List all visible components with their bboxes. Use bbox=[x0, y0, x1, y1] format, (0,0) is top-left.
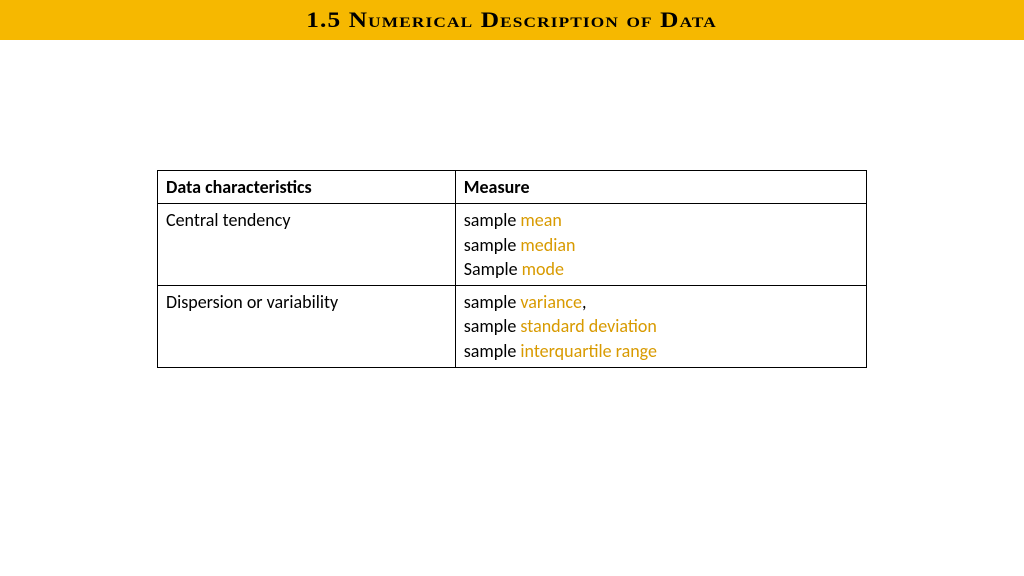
measure-line: sample standard deviation bbox=[464, 314, 858, 338]
table-header-row: Data characteristics Measure bbox=[158, 171, 867, 204]
column-header-characteristics: Data characteristics bbox=[158, 171, 456, 204]
header-bar: 1.5 Numerical Description of Data bbox=[0, 0, 1024, 40]
measure-term: mean bbox=[520, 209, 561, 231]
table-row: Central tendency sample mean sample medi… bbox=[158, 204, 867, 286]
cell-measures: sample variance, sample standard deviati… bbox=[455, 286, 866, 368]
cell-characteristic: Central tendency bbox=[158, 204, 456, 286]
data-table: Data characteristics Measure Central ten… bbox=[157, 170, 867, 368]
table-body: Central tendency sample mean sample medi… bbox=[158, 204, 867, 368]
measure-prefix: sample bbox=[464, 291, 521, 313]
measure-term: variance bbox=[520, 291, 582, 313]
measure-term: standard deviation bbox=[520, 315, 656, 337]
measure-prefix: sample bbox=[464, 340, 521, 362]
content-area: Data characteristics Measure Central ten… bbox=[0, 40, 1024, 368]
measure-term: median bbox=[520, 234, 575, 256]
measure-line: sample variance, bbox=[464, 290, 858, 314]
measure-line: Sample mode bbox=[464, 257, 858, 281]
measure-line: sample median bbox=[464, 233, 858, 257]
measure-suffix: , bbox=[582, 291, 587, 313]
table-row: Dispersion or variability sample varianc… bbox=[158, 286, 867, 368]
cell-measures: sample mean sample median Sample mode bbox=[455, 204, 866, 286]
measure-term: mode bbox=[522, 258, 564, 280]
measure-line: sample interquartile range bbox=[464, 339, 858, 363]
measure-prefix: sample bbox=[464, 234, 521, 256]
cell-characteristic: Dispersion or variability bbox=[158, 286, 456, 368]
measure-line: sample mean bbox=[464, 208, 858, 232]
measure-prefix: sample bbox=[464, 315, 521, 337]
measure-term: interquartile range bbox=[520, 340, 657, 362]
measure-prefix: Sample bbox=[464, 258, 522, 280]
column-header-measure: Measure bbox=[455, 171, 866, 204]
measure-prefix: sample bbox=[464, 209, 521, 231]
page-title: 1.5 Numerical Description of Data bbox=[307, 7, 718, 33]
